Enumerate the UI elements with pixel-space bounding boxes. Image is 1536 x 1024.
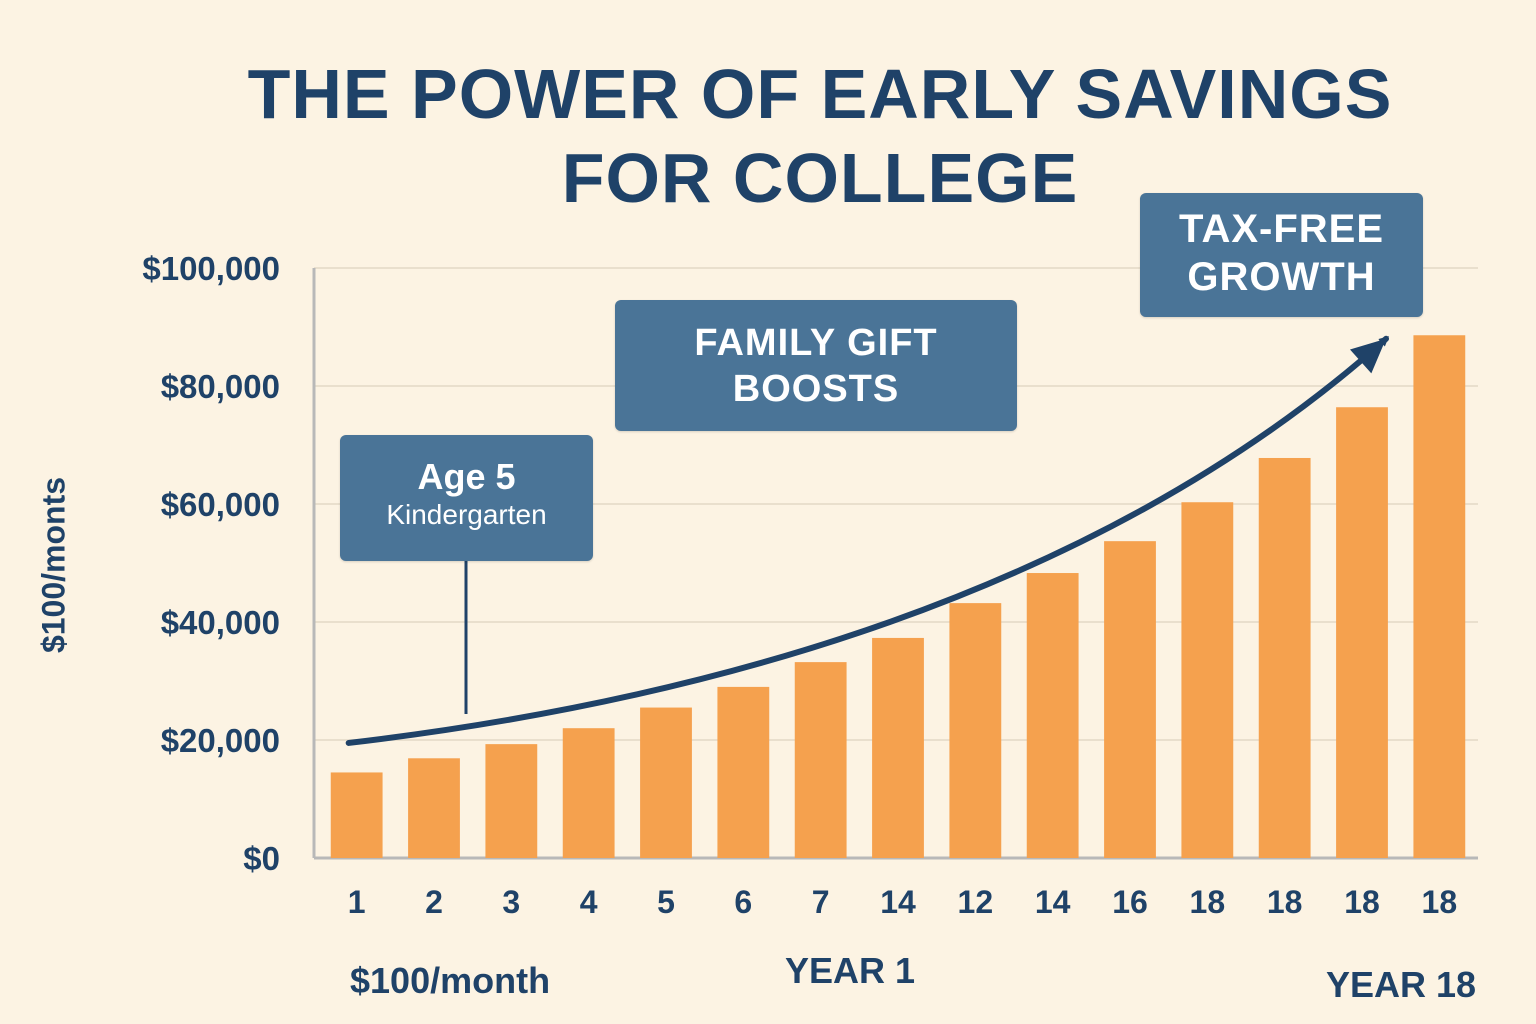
bar (1336, 407, 1388, 858)
y-tick-label: $60,000 (161, 486, 280, 523)
callout-tax-free: TAX-FREE GROWTH (1140, 193, 1423, 317)
bar (1258, 457, 1311, 858)
x-tick-label: 6 (734, 884, 752, 920)
x-tick-label: 16 (1112, 884, 1148, 920)
bar (1181, 502, 1234, 858)
bar (949, 603, 1002, 858)
y-tick-label: $20,000 (161, 722, 280, 759)
trend-arrow (345, 335, 1389, 746)
chart-title-line1: THE POWER OF EARLY SAVINGS (247, 55, 1393, 133)
y-tick-label: $100,000 (142, 250, 280, 287)
chart-title: THE POWER OF EARLY SAVINGS FOR COLLEGE (0, 52, 1536, 220)
bar (330, 772, 383, 858)
callout-age-5: Age 5 Kindergarten (340, 435, 593, 561)
y-tick-label: $0 (243, 840, 280, 877)
callout-tax-line2: GROWTH (1187, 255, 1376, 299)
footer-year18-label: YEAR 18 (1326, 964, 1477, 1005)
bar (485, 744, 538, 858)
footer-year1-label: YEAR 1 (785, 950, 916, 991)
bar (1026, 573, 1079, 858)
callout-family-gift: FAMILY GIFT BOOSTS (615, 300, 1017, 431)
callout-age-line1: Age 5 (417, 456, 516, 497)
bar (1413, 335, 1466, 858)
y-tick-label: $80,000 (161, 368, 280, 405)
footer-monthly-label: $100/month (350, 960, 551, 1001)
bar (408, 758, 460, 858)
x-tick-label: 18 (1267, 884, 1303, 920)
x-tick-label: 1 (348, 884, 366, 920)
x-tick-label: 4 (580, 884, 598, 920)
bar (717, 686, 770, 858)
callout-age-line2: Kindergarten (386, 499, 547, 530)
bar (794, 662, 847, 858)
bar (872, 637, 924, 858)
y-axis-label: $100/monts (35, 476, 72, 654)
callout-gift-line1: FAMILY GIFT (694, 322, 938, 364)
callout-tax-line1: TAX-FREE (1178, 207, 1385, 251)
x-tick-label: 18 (1190, 884, 1226, 920)
x-tick-label: 14 (880, 884, 916, 920)
x-tick-label: 12 (958, 884, 994, 920)
x-tick-label: 3 (502, 884, 520, 920)
x-tick-label: 14 (1035, 884, 1071, 920)
x-tick-label: 7 (812, 884, 830, 920)
trend-arrow-head (1349, 338, 1386, 374)
x-tick-label: 5 (657, 884, 675, 920)
bar (562, 728, 615, 858)
bar (640, 707, 692, 858)
chart-title-line2: FOR COLLEGE (561, 139, 1079, 217)
x-tick-label: 18 (1344, 884, 1380, 920)
y-tick-label: $40,000 (161, 604, 280, 641)
x-tick-label: 18 (1422, 884, 1458, 920)
bar (1104, 541, 1156, 858)
callout-gift-line2: BOOSTS (732, 368, 900, 410)
x-tick-label: 2 (425, 884, 443, 920)
